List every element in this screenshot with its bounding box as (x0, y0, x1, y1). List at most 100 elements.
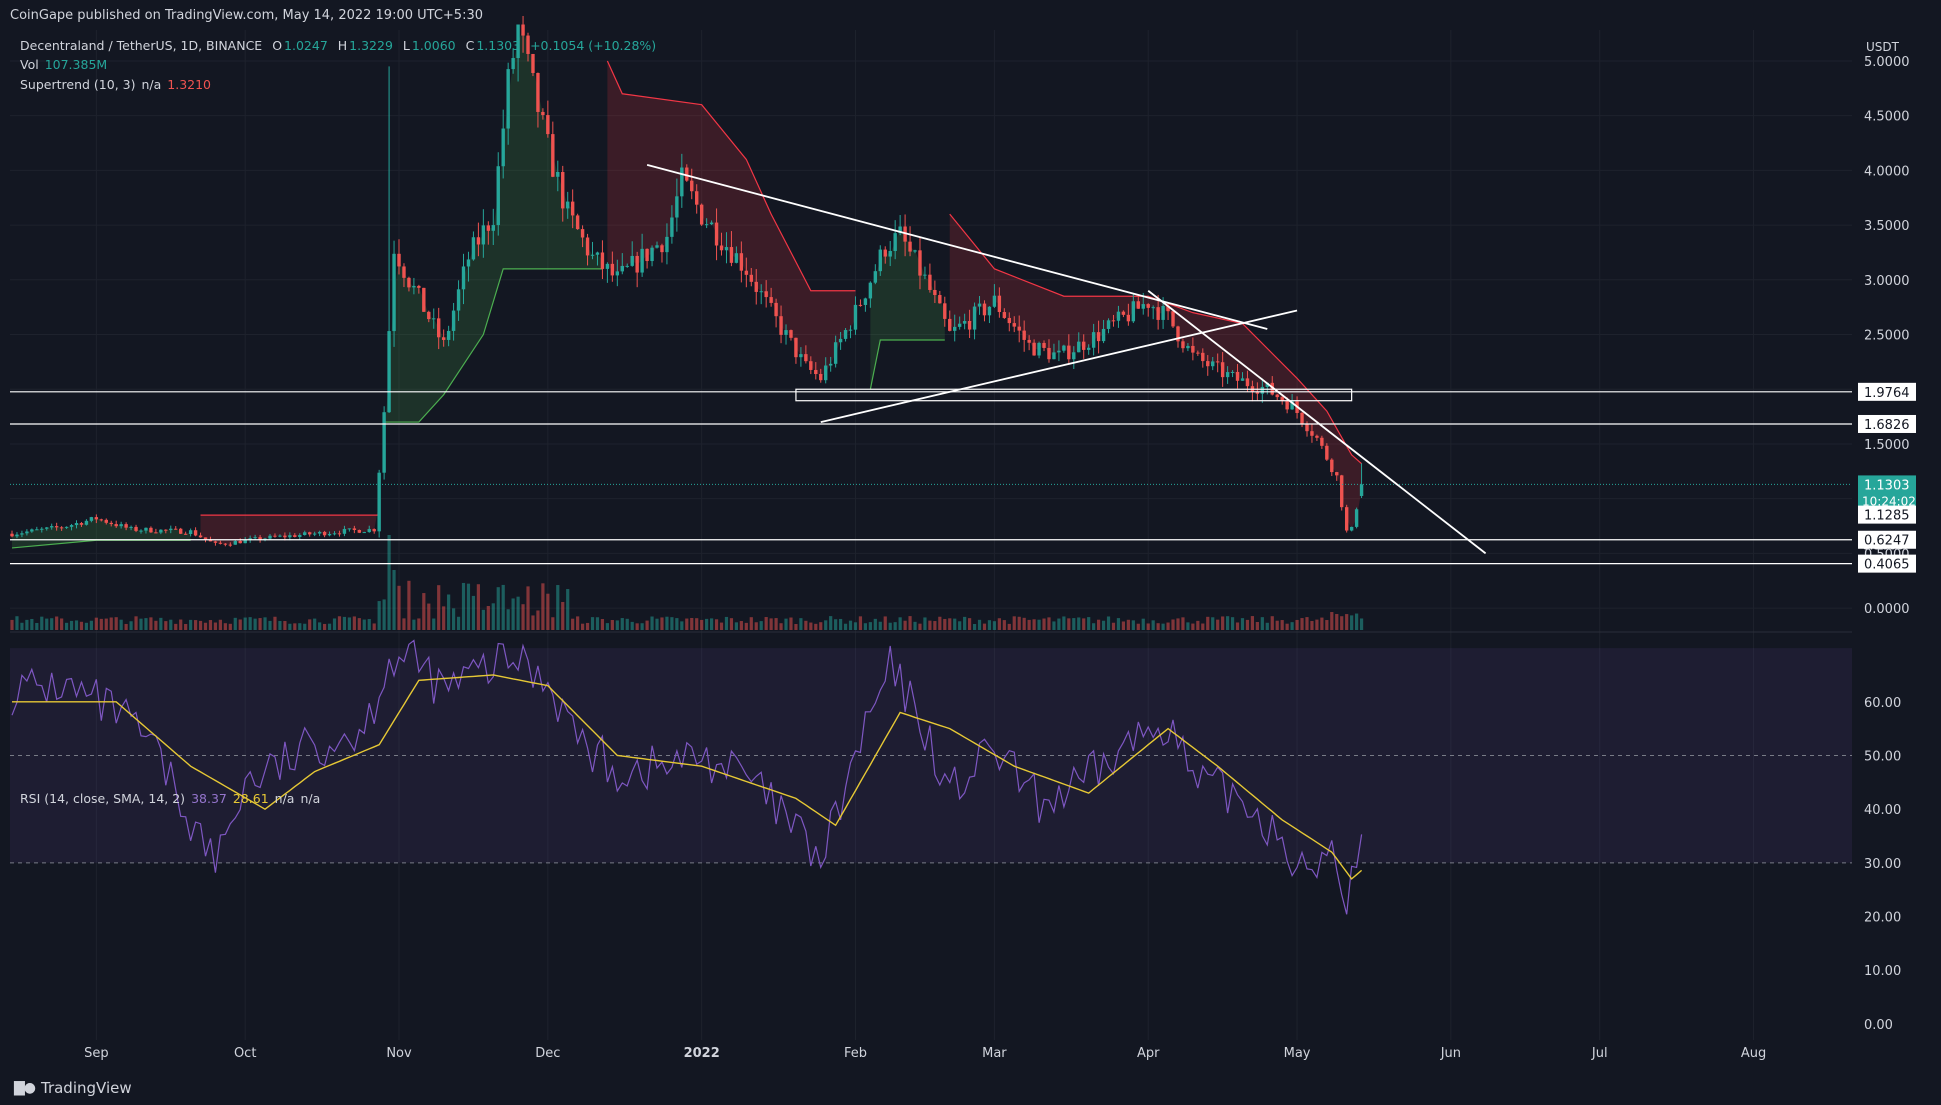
candle (223, 543, 228, 547)
rsi-sma-line (12, 674, 1363, 880)
candle-body (878, 249, 882, 272)
candle (407, 276, 411, 292)
candle-body (417, 285, 421, 288)
candle (595, 251, 600, 266)
candle-body (660, 245, 664, 253)
volume-bar (1007, 623, 1011, 630)
volume-bar (789, 617, 793, 630)
candle (620, 253, 624, 275)
candle-body (1235, 371, 1240, 381)
candle (506, 62, 510, 145)
consolidation-box (795, 388, 1353, 402)
candle (724, 232, 729, 264)
candle-body (833, 342, 838, 364)
candle (298, 533, 302, 540)
candle (303, 530, 307, 536)
candle (64, 526, 69, 529)
tradingview-brand[interactable]: ▇● TradingView (14, 1079, 132, 1097)
supertrend-label[interactable]: Supertrend (10, 3) (20, 77, 136, 92)
candle-body (1131, 301, 1136, 322)
volume-bar (129, 621, 133, 630)
candle-body (521, 24, 525, 36)
candle-body (337, 533, 342, 535)
volume-bar (640, 623, 644, 630)
candle (784, 324, 788, 345)
candle (962, 313, 967, 330)
volume-bar (362, 619, 366, 630)
volume-legend: Vol 107.385M (20, 57, 113, 72)
candle (972, 302, 977, 340)
time-tick-label: Jun (1440, 1046, 1461, 1061)
volume-bar (794, 623, 798, 630)
candle-body (645, 248, 649, 262)
supertrend-indicator (11, 30, 1362, 549)
candles (10, 15, 1364, 547)
candle (1181, 338, 1185, 353)
candle (1201, 348, 1205, 368)
volume-bar (1250, 616, 1255, 630)
volume-bar (203, 622, 208, 630)
volume-bar (124, 623, 128, 630)
volume-bar (997, 618, 1001, 630)
volume-bar (437, 585, 441, 630)
volume-bar (556, 585, 560, 630)
candle (670, 205, 674, 244)
volume-bar (218, 619, 222, 630)
candle (833, 335, 838, 368)
candle-body (536, 72, 540, 112)
volume-bar (491, 603, 495, 630)
candle (317, 530, 322, 537)
candle-body (1171, 311, 1175, 327)
candle (159, 529, 163, 535)
candle-body (109, 522, 113, 525)
vol-value: 107.385M (44, 57, 108, 72)
candle-body (1111, 320, 1116, 322)
volume-bar (977, 619, 982, 630)
candle-body (1196, 352, 1200, 354)
candle-body (322, 531, 327, 536)
volume-bar (149, 617, 153, 630)
volume-bar (754, 622, 758, 630)
candle-body (188, 530, 193, 535)
volume-bar (1176, 618, 1180, 630)
candle (1067, 334, 1071, 365)
candle-body (169, 528, 173, 531)
candle-body (1340, 475, 1344, 508)
candle-body (456, 289, 461, 311)
candle-body (1072, 352, 1076, 360)
volume-bar (948, 618, 952, 630)
volume-bar (1106, 616, 1111, 630)
volume-bar (1037, 619, 1041, 630)
volume-bar (238, 619, 242, 630)
rsi-value: 38.37 (191, 791, 227, 806)
rsi-label[interactable]: RSI (14, close, SMA, 14, 2) (20, 791, 186, 806)
candle-body (174, 528, 178, 530)
candle-body (824, 365, 828, 381)
candle-body (476, 237, 481, 245)
rsi-na-2: n/a (300, 791, 321, 806)
candle-body (630, 255, 634, 266)
candle-body (888, 251, 892, 257)
volume-bar (174, 623, 178, 630)
candle (307, 531, 312, 537)
volume-bar (1087, 617, 1091, 630)
candle-body (1211, 361, 1215, 367)
volume-bar (1221, 616, 1225, 630)
candle-body (1354, 509, 1359, 527)
vol-label[interactable]: Vol (20, 57, 39, 72)
symbol-title[interactable]: Decentraland / TetherUS, 1D, BINANCE (20, 38, 263, 53)
candle-body (838, 338, 843, 343)
candle-body (1082, 341, 1086, 350)
candle-body (982, 303, 987, 316)
candle-body (625, 265, 629, 267)
candle-body (154, 532, 158, 534)
candle-body (556, 172, 560, 177)
volume-bar (1146, 623, 1150, 630)
candle (437, 307, 441, 350)
candle-body (392, 253, 396, 332)
candle-body (461, 266, 466, 290)
candle (273, 533, 277, 538)
candle-body (496, 166, 500, 226)
candle (843, 328, 848, 342)
